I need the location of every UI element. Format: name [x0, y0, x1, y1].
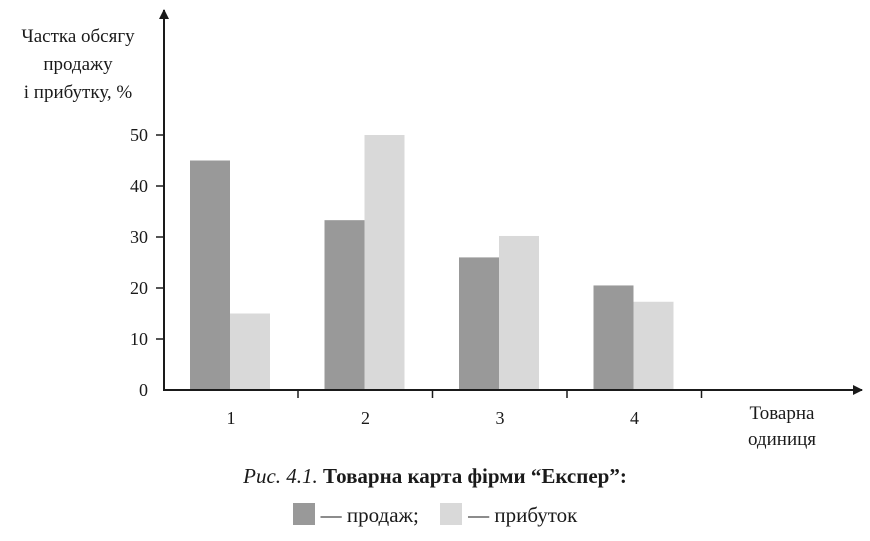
x-axis-label-line-1: Товарна: [750, 403, 815, 424]
bar-profit-1: [230, 313, 270, 390]
legend-label-sales: — продаж;: [320, 503, 419, 527]
legend-swatch-profit: [440, 503, 463, 525]
y-tick-label: 10: [130, 329, 148, 349]
legend: — продаж; — прибуток: [0, 503, 870, 528]
figure-caption: Рис. 4.1. Товарна карта фірми “Експер”:: [0, 464, 870, 489]
y-tick-label: 50: [130, 125, 148, 145]
caption-number: Рис. 4.1.: [243, 464, 318, 488]
y-ticks-group: 0 10 20 30 40 50: [130, 125, 164, 400]
legend-swatch-sales: [292, 503, 315, 525]
bar-profit-4: [633, 301, 674, 390]
y-tick-label: 30: [130, 227, 148, 247]
x-tick-label: 1: [227, 408, 236, 428]
bar-sales-1: [190, 160, 230, 390]
x-tick-label: 3: [496, 408, 505, 428]
bar-chart: Частка обсягу продажу і прибутку, % Това…: [21, 9, 863, 450]
legend-item-profit: — прибуток: [440, 503, 577, 528]
x-ticks-group: 1 2 3 4: [227, 390, 703, 428]
x-tick-label: 2: [361, 408, 370, 428]
legend-label-profit: — прибуток: [468, 503, 578, 527]
bar-sales-3: [459, 257, 499, 390]
y-tick-label: 40: [130, 176, 148, 196]
legend-item-sales: — продаж;: [292, 503, 419, 528]
x-tick-label: 4: [630, 408, 639, 428]
bar-sales-2: [324, 220, 365, 390]
y-tick-label: 20: [130, 278, 148, 298]
bar-profit-3: [499, 235, 539, 390]
y-axis-label-line-1: Частка обсягу: [21, 26, 135, 47]
bar-profit-2: [364, 135, 405, 390]
y-axis-label-line-2: продажу: [43, 54, 113, 75]
x-axis-label-line-2: одиниця: [748, 429, 816, 450]
y-axis-label-line-3: і прибутку, %: [24, 82, 133, 103]
caption-title: Товарна карта фірми “Експер”:: [323, 464, 627, 488]
bars-group: [190, 135, 674, 390]
y-tick-label: 0: [139, 380, 148, 400]
bar-sales-4: [593, 285, 634, 390]
